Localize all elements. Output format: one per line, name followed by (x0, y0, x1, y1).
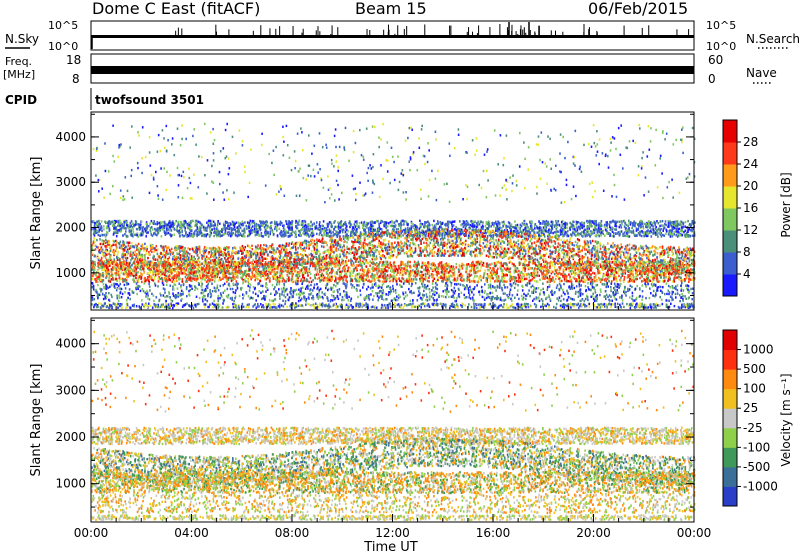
nsearch-tick-top: 10^5 (706, 19, 736, 32)
x-tick-label: 20:00 (576, 526, 611, 540)
colorbar-swatch (723, 369, 737, 390)
cpid-label: CPID (5, 93, 37, 107)
colorbar-tick-label: -25 (743, 421, 763, 435)
nsky-label: N.Sky (5, 32, 39, 46)
freq-trace (91, 66, 694, 74)
cpid-value: twofsound 3501 (95, 93, 204, 107)
colorbar-swatch (723, 186, 737, 209)
freq-tick-bottom: 8 (72, 72, 80, 86)
nsearch-tick-bottom: 10^0 (706, 40, 736, 53)
colorbar-tick-label: -500 (743, 460, 770, 474)
x-axis-label: Time UT (363, 540, 417, 554)
velocity-data (91, 329, 696, 522)
colorbar-tick-label: 24 (743, 157, 758, 171)
power-panel: 1000 2000 3000 4000 Slant Range [km] 28 24 20… (29, 111, 793, 311)
y-tick-label: 3000 (55, 383, 86, 397)
nsearch-label: N.Search (746, 32, 800, 46)
velocity-y-axis: 1000 2000 3000 4000 (55, 319, 694, 508)
colorbar-swatch (723, 230, 737, 253)
colorbar-swatch (723, 388, 737, 409)
cpid-row: CPID twofsound 3501 (5, 88, 204, 110)
freq-tick-top: 18 (66, 53, 81, 67)
colorbar-tick-label: 16 (743, 201, 758, 215)
y-tick-label: 2000 (55, 430, 86, 444)
colorbar-swatch (723, 330, 737, 351)
velocity-colorbar: 1000 500 100 25 -25 -100 -500 -1000 (722, 329, 778, 507)
velocity-panel: 1000 2000 3000 4000 Slant Range [km] 1000 50… (29, 317, 793, 523)
y-tick-label: 1000 (55, 266, 86, 280)
nave-tick-top: 60 (708, 53, 723, 67)
freq-label: Freq. (5, 55, 32, 68)
y-tick-label: 1000 (55, 477, 86, 491)
colorbar-swatch (723, 164, 737, 187)
colorbar-tick-label: 8 (743, 245, 751, 259)
colorbar-swatch (723, 486, 737, 507)
x-tick-label: 00:00 (677, 526, 712, 540)
power-colorbar: 28 24 20 16 12 8 4 (722, 119, 758, 297)
colorbar-tick-label: 12 (743, 223, 758, 237)
colorbar-swatch (723, 120, 737, 143)
station-title: Dome C East (fitACF) (92, 0, 260, 18)
date-title: 06/Feb/2015 (588, 0, 688, 18)
colorbar-tick-label: -1000 (743, 479, 778, 493)
y-tick-label: 4000 (55, 337, 86, 351)
nsky-panel: N.Sky 10^5 10^0 10^5 10^0 N.Search (5, 19, 800, 53)
nave-label: Nave (746, 66, 777, 80)
y-tick-label: 2000 (55, 221, 86, 235)
freq-panel: Freq. [MHz] 18 8 60 0 Nave (3, 53, 777, 86)
colorbar-swatch (723, 408, 737, 429)
colorbar-swatch (723, 466, 737, 487)
colorbar-tick-label: 28 (743, 135, 758, 149)
colorbar-tick-label: -100 (743, 440, 770, 454)
colorbar-frame (722, 329, 738, 507)
nsky-tick-top: 10^5 (48, 19, 78, 32)
colorbar-tick-label: 20 (743, 179, 758, 193)
colorbar-swatch (723, 208, 737, 231)
colorbar-swatch (723, 349, 737, 370)
velocity-colorbar-label: Velocity [m s⁻¹] (779, 373, 793, 466)
colorbar-tick-label: 500 (743, 362, 766, 376)
nsky-tick-bottom: 10^0 (48, 40, 78, 53)
power-data (91, 122, 696, 310)
colorbar-tick-label: 25 (743, 401, 758, 415)
time-x-axis: 00:00 04:00 08:00 12:00 16:00 20:00 00:00 (74, 302, 712, 540)
y-tick-label: 3000 (55, 175, 86, 189)
colorbar-swatch (723, 274, 737, 297)
x-tick-label: 04:00 (174, 526, 209, 540)
x-tick-label: 16:00 (476, 526, 511, 540)
colorbar-tick-label: 100 (743, 382, 766, 396)
velocity-ylabel: Slant Range [km] (29, 364, 44, 477)
colorbar-tick-label: 4 (743, 267, 751, 281)
nave-tick-bottom: 0 (708, 72, 716, 86)
colorbar-swatch (723, 447, 737, 468)
freq-unit: [MHz] (3, 68, 35, 81)
colorbar-tick-label: 1000 (743, 343, 774, 357)
colorbar-swatch (723, 252, 737, 275)
nsky-trace (91, 22, 694, 49)
power-y-axis: 1000 2000 3000 4000 (55, 113, 694, 297)
x-tick-label: 12:00 (375, 526, 410, 540)
x-tick-label: 08:00 (275, 526, 310, 540)
beam-title: Beam 15 (355, 0, 427, 18)
colorbar-swatch (723, 142, 737, 165)
power-colorbar-label: Power [dB] (779, 172, 793, 237)
x-tick-label: 00:00 (74, 526, 109, 540)
nsky-baseline (91, 35, 694, 38)
power-ylabel: Slant Range [km] (29, 157, 44, 270)
colorbar-swatch (723, 427, 737, 448)
y-tick-label: 4000 (55, 130, 86, 144)
